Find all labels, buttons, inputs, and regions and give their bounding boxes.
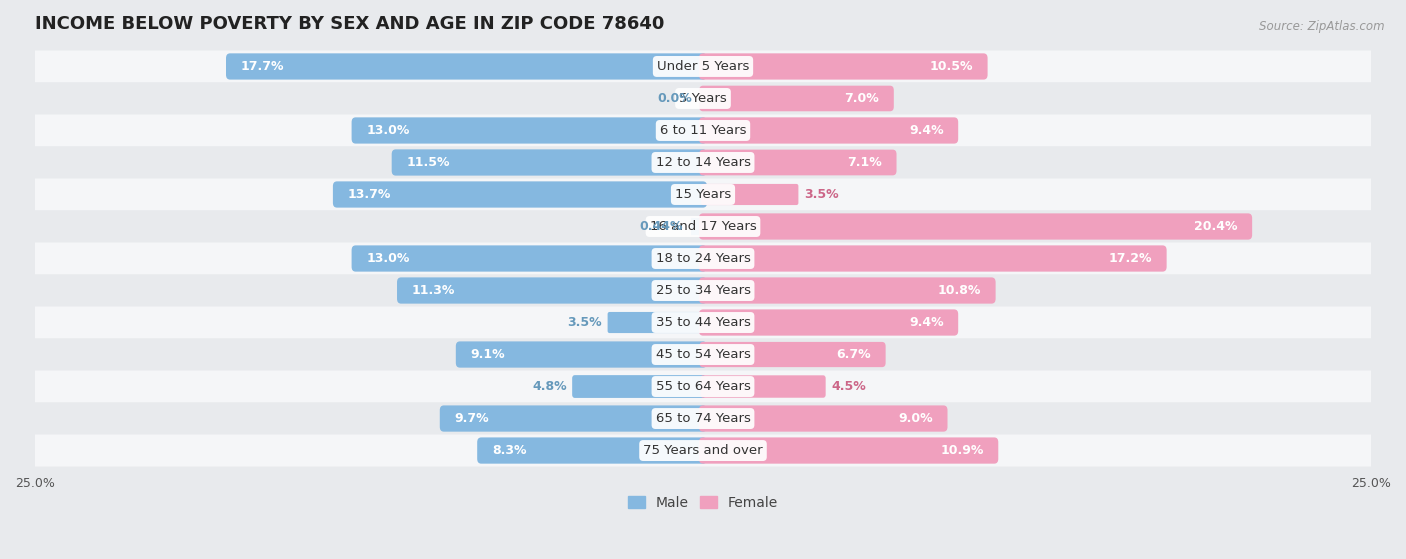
FancyBboxPatch shape [396, 277, 707, 304]
FancyBboxPatch shape [35, 402, 1371, 434]
Text: 13.7%: 13.7% [347, 188, 391, 201]
FancyBboxPatch shape [699, 117, 959, 144]
FancyBboxPatch shape [226, 53, 707, 79]
FancyBboxPatch shape [456, 342, 707, 368]
FancyBboxPatch shape [699, 342, 886, 367]
Text: 75 Years and over: 75 Years and over [643, 444, 763, 457]
Text: 20.4%: 20.4% [1194, 220, 1237, 233]
Text: 13.0%: 13.0% [367, 252, 409, 265]
FancyBboxPatch shape [699, 437, 998, 463]
FancyBboxPatch shape [35, 274, 1371, 306]
FancyBboxPatch shape [607, 312, 704, 333]
FancyBboxPatch shape [333, 181, 707, 207]
Text: 10.8%: 10.8% [938, 284, 981, 297]
Text: 17.2%: 17.2% [1108, 252, 1152, 265]
FancyBboxPatch shape [690, 218, 703, 235]
Text: 17.7%: 17.7% [240, 60, 284, 73]
Text: 9.4%: 9.4% [908, 316, 943, 329]
Text: 6 to 11 Years: 6 to 11 Years [659, 124, 747, 137]
FancyBboxPatch shape [699, 150, 897, 176]
FancyBboxPatch shape [699, 86, 894, 111]
FancyBboxPatch shape [700, 375, 825, 398]
FancyBboxPatch shape [477, 437, 707, 463]
FancyBboxPatch shape [699, 214, 1253, 240]
FancyBboxPatch shape [392, 149, 707, 176]
FancyBboxPatch shape [35, 83, 1371, 115]
Text: 35 to 44 Years: 35 to 44 Years [655, 316, 751, 329]
Text: 9.0%: 9.0% [898, 412, 932, 425]
Text: 8.3%: 8.3% [492, 444, 526, 457]
FancyBboxPatch shape [35, 434, 1371, 467]
Text: Under 5 Years: Under 5 Years [657, 60, 749, 73]
FancyBboxPatch shape [440, 405, 707, 432]
Text: 9.4%: 9.4% [908, 124, 943, 137]
Text: 5 Years: 5 Years [679, 92, 727, 105]
Text: 7.0%: 7.0% [845, 92, 879, 105]
FancyBboxPatch shape [699, 53, 987, 79]
Text: 4.8%: 4.8% [531, 380, 567, 393]
Text: 25 to 34 Years: 25 to 34 Years [655, 284, 751, 297]
Text: 9.7%: 9.7% [454, 412, 489, 425]
FancyBboxPatch shape [35, 371, 1371, 402]
Text: 6.7%: 6.7% [837, 348, 872, 361]
Text: 16 and 17 Years: 16 and 17 Years [650, 220, 756, 233]
FancyBboxPatch shape [35, 243, 1371, 274]
Text: 4.5%: 4.5% [831, 380, 866, 393]
Text: INCOME BELOW POVERTY BY SEX AND AGE IN ZIP CODE 78640: INCOME BELOW POVERTY BY SEX AND AGE IN Z… [35, 15, 664, 33]
Text: 7.1%: 7.1% [848, 156, 882, 169]
Text: 13.0%: 13.0% [367, 124, 409, 137]
FancyBboxPatch shape [572, 375, 706, 398]
FancyBboxPatch shape [699, 277, 995, 304]
FancyBboxPatch shape [352, 245, 707, 272]
Text: 10.5%: 10.5% [929, 60, 973, 73]
Text: 11.5%: 11.5% [406, 156, 450, 169]
Text: 10.9%: 10.9% [941, 444, 984, 457]
Text: 0.44%: 0.44% [640, 220, 683, 233]
FancyBboxPatch shape [35, 178, 1371, 211]
FancyBboxPatch shape [352, 117, 707, 144]
FancyBboxPatch shape [699, 245, 1167, 272]
FancyBboxPatch shape [35, 339, 1371, 371]
FancyBboxPatch shape [699, 405, 948, 432]
FancyBboxPatch shape [702, 184, 799, 205]
FancyBboxPatch shape [35, 50, 1371, 83]
FancyBboxPatch shape [35, 146, 1371, 178]
Text: 45 to 54 Years: 45 to 54 Years [655, 348, 751, 361]
Text: Source: ZipAtlas.com: Source: ZipAtlas.com [1260, 20, 1385, 32]
Text: 9.1%: 9.1% [471, 348, 505, 361]
FancyBboxPatch shape [699, 309, 959, 335]
Text: 11.3%: 11.3% [412, 284, 456, 297]
Text: 12 to 14 Years: 12 to 14 Years [655, 156, 751, 169]
FancyBboxPatch shape [35, 306, 1371, 339]
FancyBboxPatch shape [35, 115, 1371, 146]
Legend: Male, Female: Male, Female [623, 490, 783, 515]
Text: 0.0%: 0.0% [658, 92, 692, 105]
Text: 65 to 74 Years: 65 to 74 Years [655, 412, 751, 425]
Text: 3.5%: 3.5% [567, 316, 602, 329]
Text: 3.5%: 3.5% [804, 188, 839, 201]
FancyBboxPatch shape [35, 211, 1371, 243]
Text: 15 Years: 15 Years [675, 188, 731, 201]
Text: 55 to 64 Years: 55 to 64 Years [655, 380, 751, 393]
Text: 18 to 24 Years: 18 to 24 Years [655, 252, 751, 265]
